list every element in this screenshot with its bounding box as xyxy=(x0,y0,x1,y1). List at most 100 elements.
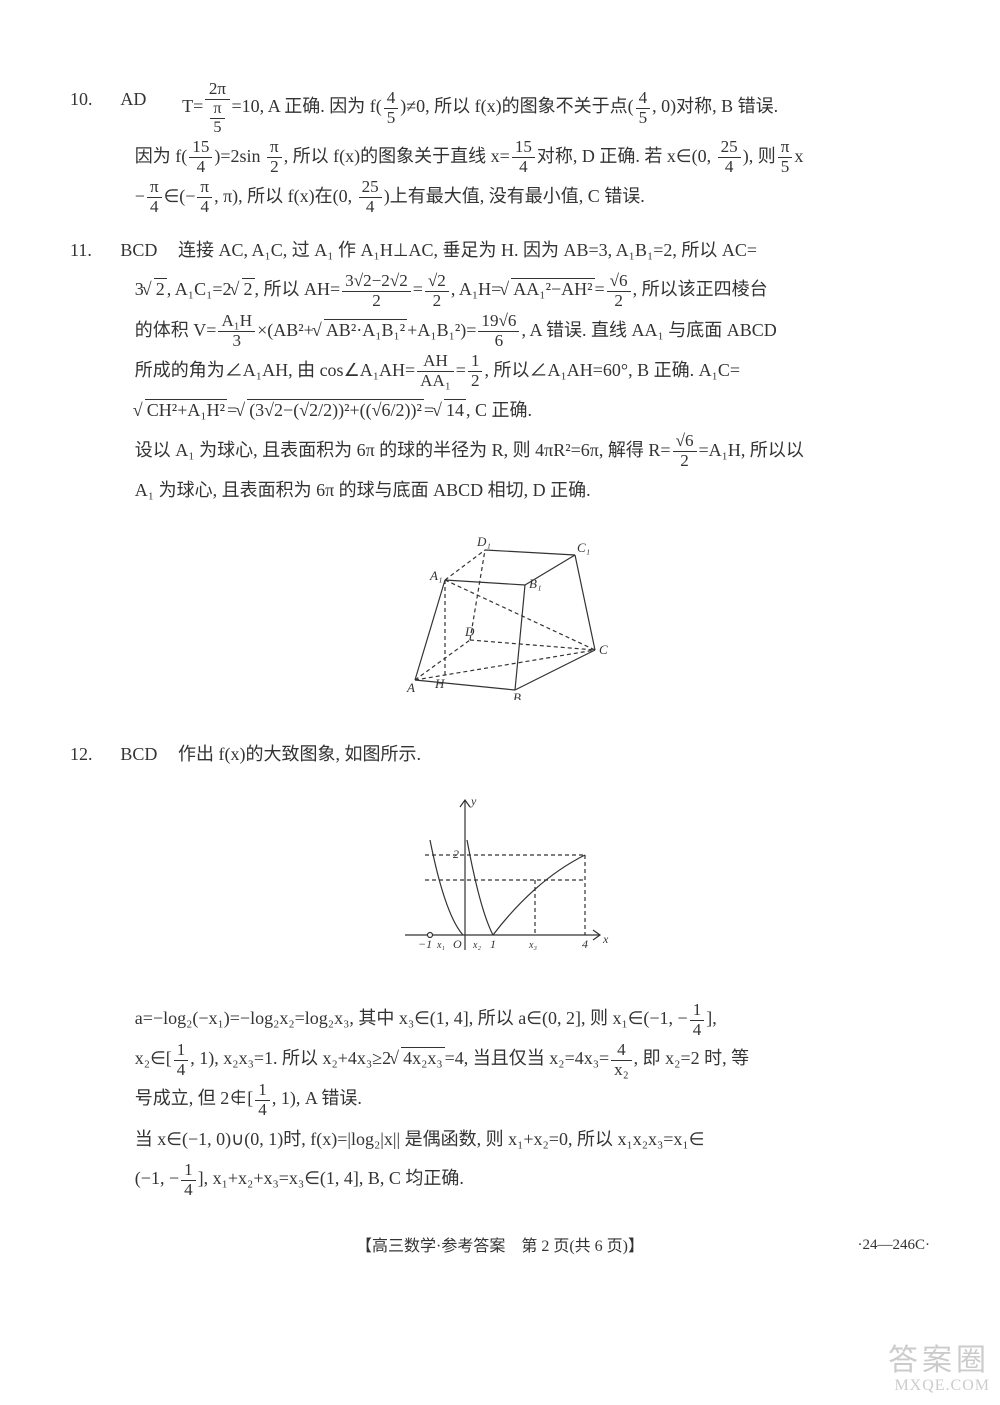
fraction: π5 xyxy=(778,138,793,177)
text: T= xyxy=(182,96,203,116)
fraction: 12 xyxy=(468,352,483,391)
text: = xyxy=(413,279,423,299)
q12-answer: BCD xyxy=(120,735,178,775)
fraction: √62 xyxy=(673,432,697,471)
denominator: π5 xyxy=(205,100,229,137)
radicand: 4x₂x₃ xyxy=(401,1047,445,1068)
page-container: 10.AD T=2ππ5=10, A 正确. 因为 f(45)≠0, 所以 f(… xyxy=(0,0,1000,1305)
n: A₁H xyxy=(218,312,255,332)
n: 19√6 xyxy=(478,312,519,332)
d: 4 xyxy=(174,1061,189,1080)
text: x xyxy=(794,146,803,166)
sqrt: 14 xyxy=(434,391,466,431)
d: x₂ xyxy=(611,1061,632,1080)
label-A: A xyxy=(406,680,415,695)
text: , A₁C₁=2 xyxy=(167,279,232,299)
q11-l5: CH²+A₁H²=(3√2−(√2/2))²+((√6/2))²=14, C 正… xyxy=(70,391,930,431)
label-B1: B₁ xyxy=(529,576,541,591)
footer-text: 【高三数学·参考答案 第 2 页(共 6 页)】 xyxy=(356,1238,644,1255)
fraction: 45 xyxy=(384,89,399,128)
text: a=−log₂(−x₁)=−log₂x₂=log₂x₃, 其中 x₃∈(1, 4… xyxy=(135,1008,688,1028)
text: , π), 所以 f(x)在(0, xyxy=(214,186,357,206)
n: 4 xyxy=(636,89,651,109)
radicand: CH²+A₁H² xyxy=(145,399,227,420)
text: 对称, D 正确. 若 x∈(0, xyxy=(537,146,716,166)
q10-number: 10. xyxy=(70,80,120,120)
sqrt: CH²+A₁H² xyxy=(135,391,227,431)
n: 3√2−2√2 xyxy=(342,272,411,292)
text: ∈(− xyxy=(164,186,196,206)
question-11: 11.BCD连接 AC, A₁C, 过 A₁ 作 A₁H⊥AC, 垂足为 H. … xyxy=(70,231,930,715)
fraction: 2ππ5 xyxy=(205,80,229,137)
fraction: 14 xyxy=(181,1161,196,1200)
d: 4 xyxy=(197,198,212,217)
text: x₂∈[ xyxy=(135,1048,172,1068)
label-B: B xyxy=(513,690,521,700)
label-D1: D₁ xyxy=(476,534,491,549)
q12-l6: (−1, −14], x₁+x₂+x₃=x₃∈(1, 4], B, C 均正确. xyxy=(70,1159,930,1199)
text: ], xyxy=(706,1008,717,1028)
text: , 所以该正四棱台 xyxy=(633,279,768,299)
fraction: 154 xyxy=(189,138,212,177)
label-A1: A₁ xyxy=(429,568,442,583)
radicand: AB²·A₁B₁² xyxy=(324,319,407,340)
d: 4 xyxy=(690,1021,705,1040)
text: , 1), A 错误. xyxy=(272,1088,362,1108)
graph-svg: y x O −1 1 4 2 x₁ x₂ x₃ xyxy=(385,785,615,965)
text: , 所以 f(x)的图象关于直线 x= xyxy=(284,146,510,166)
fraction: 254 xyxy=(359,178,382,217)
watermark-site: MXQE.COM xyxy=(888,1377,990,1395)
d: 4 xyxy=(255,1101,270,1120)
d: 4 xyxy=(512,158,535,177)
n: 1 xyxy=(174,1041,189,1061)
tick-4: 4 xyxy=(582,937,588,951)
n: 4 xyxy=(384,89,399,109)
text: )=2sin xyxy=(214,146,265,166)
d: 3 xyxy=(218,332,255,351)
label-H: H xyxy=(434,676,445,691)
n: √6 xyxy=(673,432,697,452)
q10-line3: −π4∈(−π4, π), 所以 f(x)在(0, 254)上有最大值, 没有最… xyxy=(70,177,930,217)
text: )≠0, 所以 f(x)的图象不关于点( xyxy=(400,96,633,116)
fraction: 14 xyxy=(690,1001,705,1040)
text: = xyxy=(595,279,605,299)
q11-l7: A₁ 为球心, 且表面积为 6π 的球与底面 ABCD 相切, D 正确. xyxy=(70,471,930,511)
radicand: AA₁²−AH² xyxy=(511,278,594,299)
question-12: 12.BCD作出 f(x)的大致图象, 如图所示. xyxy=(70,735,930,1199)
q11-l6: 设以 A₁ 为球心, 且表面积为 6π 的球的半径为 R, 则 4πR²=6π,… xyxy=(70,431,930,471)
tick-O: O xyxy=(453,937,462,951)
tick-neg1: −1 xyxy=(418,937,432,951)
d: 2 xyxy=(607,292,631,311)
numerator: 2π xyxy=(205,80,229,100)
text: , 即 x₂=2 时, 等 xyxy=(634,1048,749,1068)
text: ), 则 xyxy=(743,146,776,166)
text: , C 正确. xyxy=(466,400,532,420)
radicand: 2 xyxy=(242,278,255,299)
edge-AD xyxy=(415,640,470,680)
q11-l1: 连接 AC, A₁C, 过 A₁ 作 A₁H⊥AC, 垂足为 H. 因为 AB=… xyxy=(178,240,757,260)
edge-CC1 xyxy=(575,555,595,650)
fraction: AHAA₁ xyxy=(417,352,454,391)
tick-x1: x₁ xyxy=(436,940,445,951)
text: 因为 f( xyxy=(135,146,188,166)
d: 4 xyxy=(181,1181,196,1200)
n: 1 xyxy=(255,1081,270,1101)
d: 2 xyxy=(673,452,697,471)
q12-l5: 当 x∈(−1, 0)∪(0, 1)时, f(x)=|log₂|x|| 是偶函数… xyxy=(70,1120,930,1160)
tick-x2: x₂ xyxy=(472,940,481,951)
edge-BC xyxy=(515,650,595,690)
text: ], x₁+x₂+x₃=x₃∈(1, 4], B, C 均正确. xyxy=(198,1168,464,1188)
text: (−1, − xyxy=(135,1168,179,1188)
d: 5 xyxy=(778,158,793,177)
text: ×(AB²+ xyxy=(257,320,314,340)
q10-answer: AD xyxy=(120,80,178,120)
fraction: 14 xyxy=(255,1081,270,1120)
q11-l4: 所成的角为∠A₁AH, 由 cos∠A₁AH=AHAA₁=12, 所以∠A₁AH… xyxy=(70,351,930,391)
fraction: 3√2−2√22 xyxy=(342,272,411,311)
n: 4 xyxy=(611,1041,632,1061)
text: )上有最大值, 没有最小值, C 错误. xyxy=(384,186,645,206)
text: , 所以 AH= xyxy=(255,279,341,299)
y-label: y xyxy=(470,794,477,808)
edge-A1B1 xyxy=(445,580,525,585)
q11-number: 11. xyxy=(70,231,120,271)
